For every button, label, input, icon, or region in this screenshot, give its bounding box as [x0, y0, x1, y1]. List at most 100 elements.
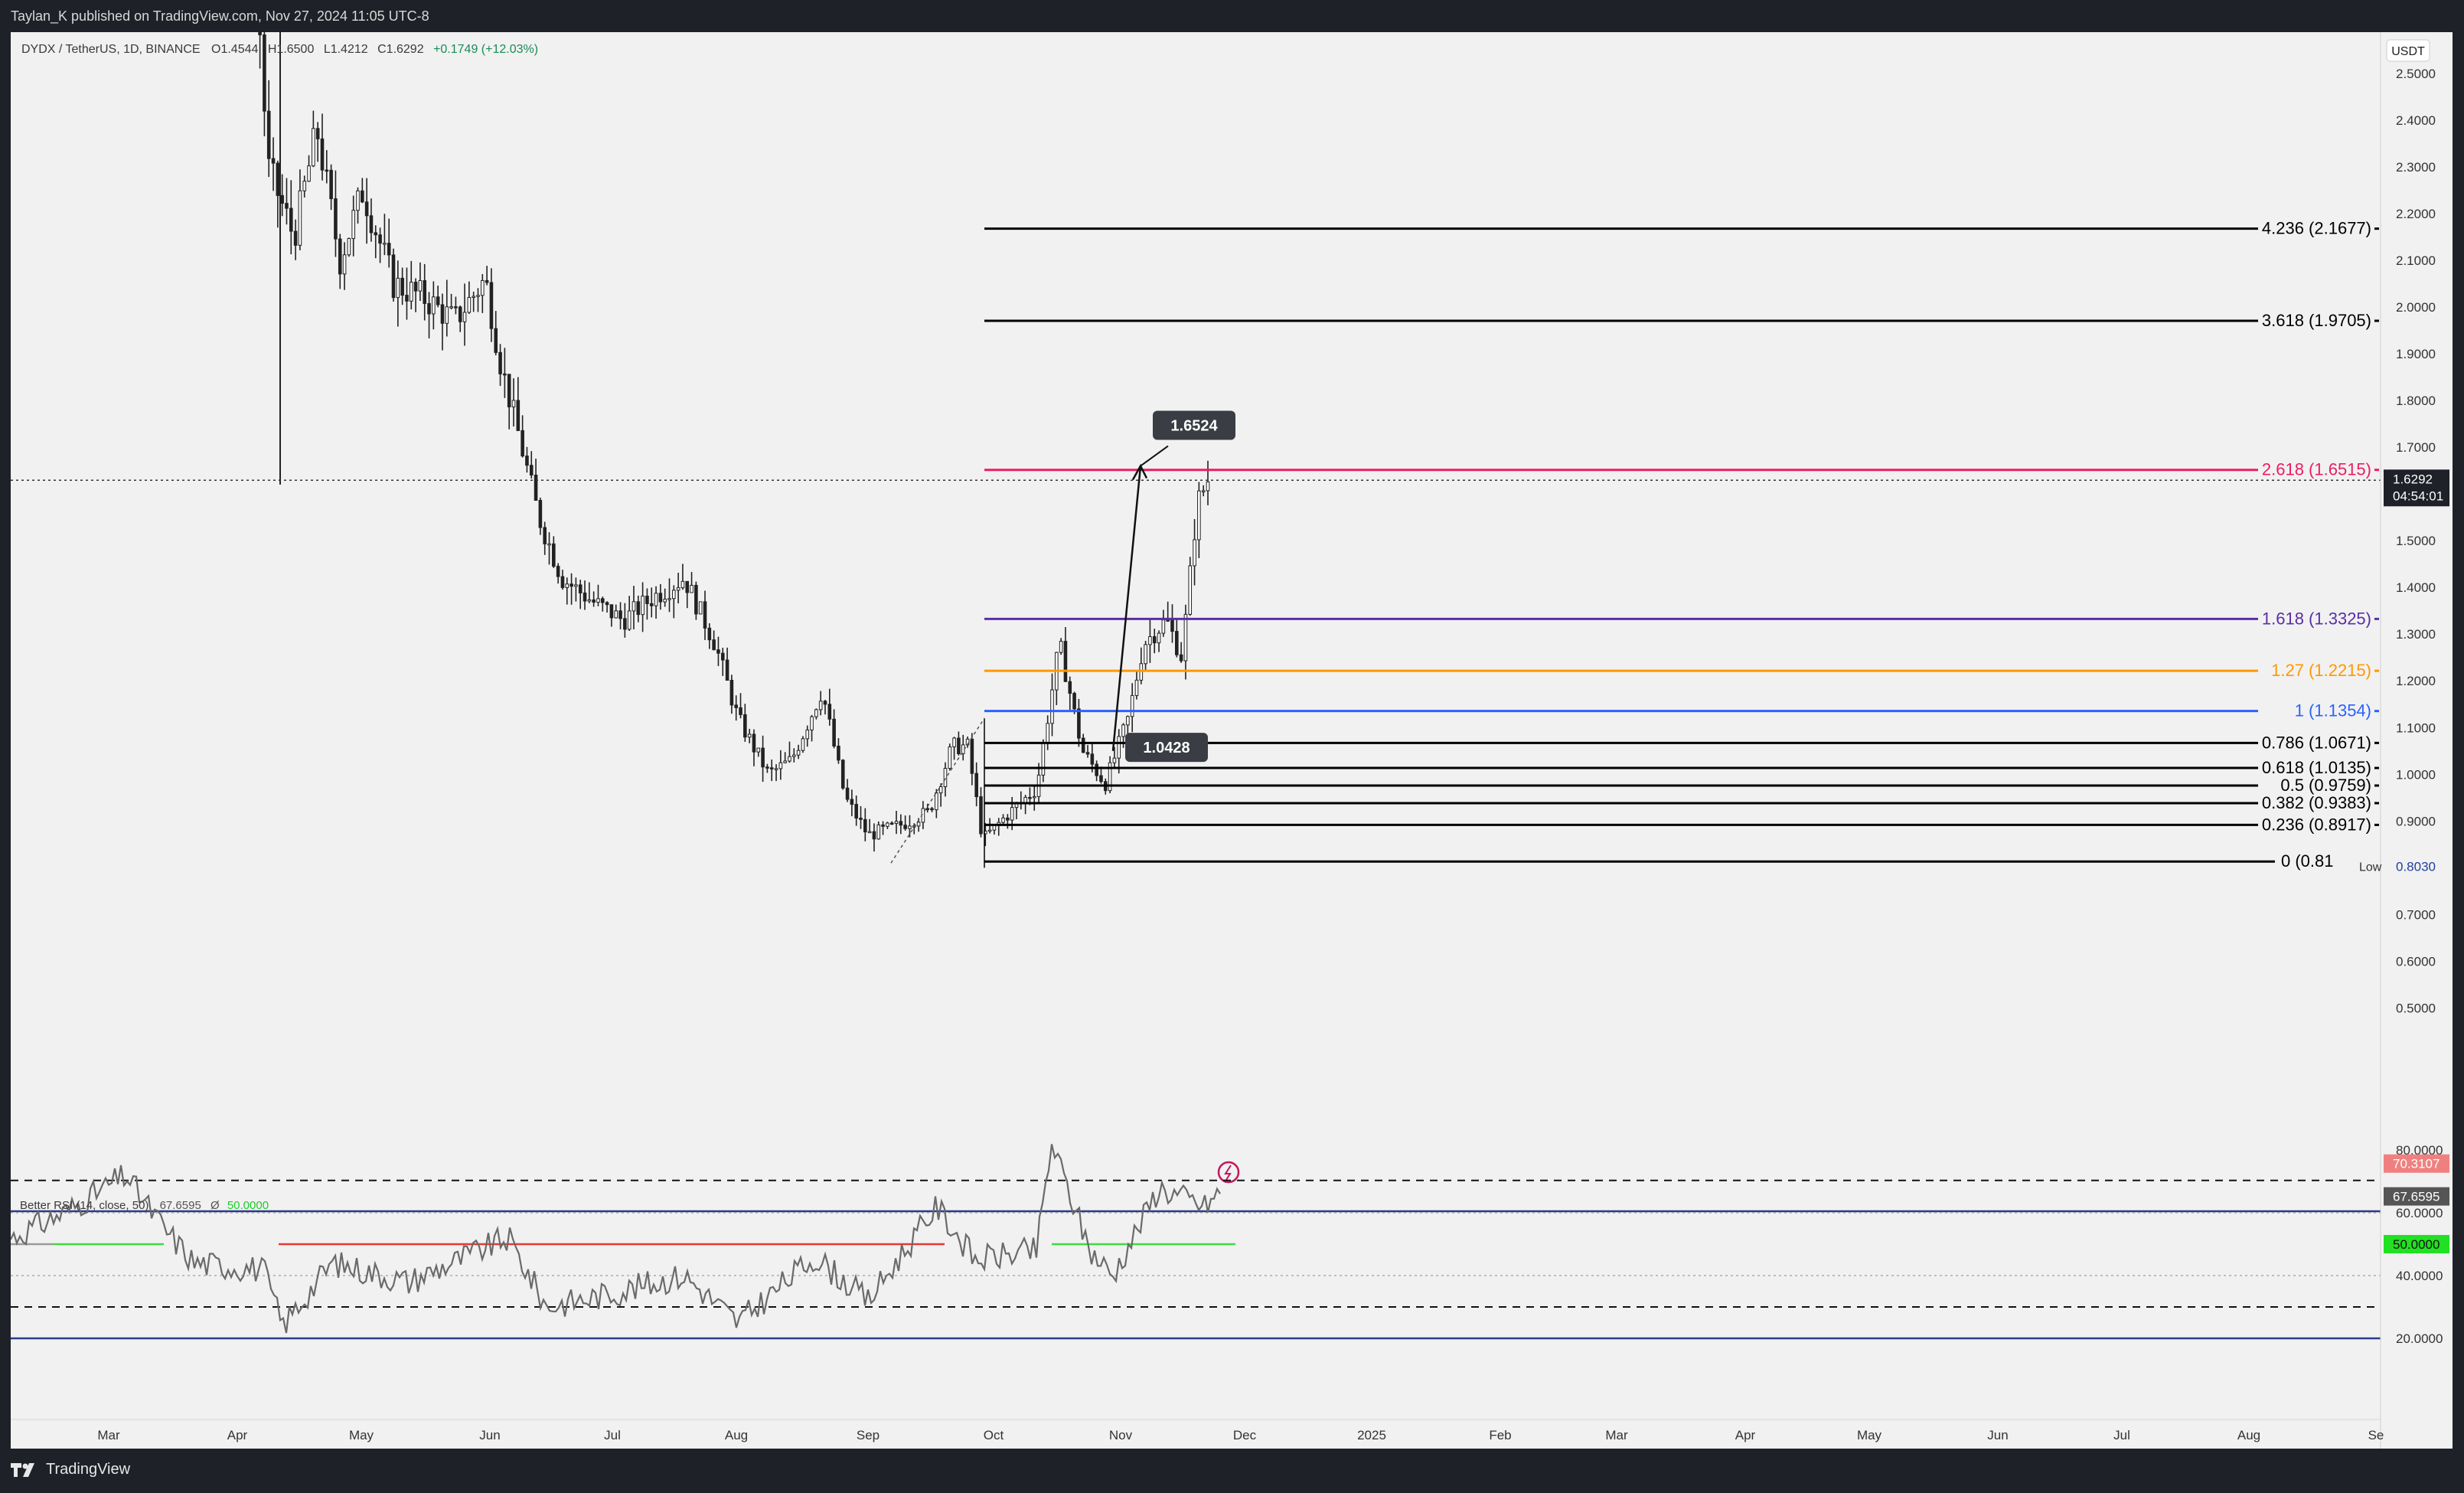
tradingview-logo[interactable]: TradingView	[11, 1461, 130, 1478]
price-tick-label: 1.4000	[2396, 580, 2436, 595]
candle-body	[440, 304, 445, 324]
candle-body	[707, 627, 712, 641]
candle-body	[654, 593, 658, 606]
candle-body	[1032, 796, 1036, 799]
chart-area[interactable]: 4.236 (2.1677) 3.618 (1.9705) 2.618 (1.651…	[11, 32, 2453, 1449]
candle-body	[1063, 641, 1068, 682]
ohlc-high: H1.6500	[268, 43, 315, 56]
candle-body	[867, 831, 872, 834]
price-chart-svg[interactable]: 4.236 (2.1677) 3.618 (1.9705) 2.618 (1.651…	[11, 32, 2453, 1449]
candle-body	[979, 796, 983, 835]
candle-body	[285, 203, 289, 209]
fib-level-label: 1.27 (1.2215)	[2271, 661, 2371, 680]
annotations[interactable]: 1.6524 1.0428	[1111, 410, 1240, 1184]
event-icon	[1217, 1161, 1240, 1184]
candle-body	[908, 825, 912, 829]
peak-callout-box	[1153, 410, 1235, 440]
candle-body	[840, 760, 845, 789]
price-tick-label: 1.2000	[2396, 674, 2436, 688]
candle-body	[876, 824, 881, 840]
candle-body	[872, 831, 876, 840]
rsi-tick-label: 80.0000	[2396, 1143, 2443, 1158]
candle-body	[374, 232, 378, 236]
candle-body	[312, 128, 315, 167]
candle-body	[1046, 723, 1049, 744]
candle-body	[729, 680, 734, 706]
candle-body	[1157, 632, 1161, 644]
candle-body	[511, 400, 516, 407]
time-tick-label: Nov	[1109, 1428, 1133, 1442]
symbol-name: DYDX / TetherUS, 1D, BINANCE	[21, 43, 201, 56]
candle-body	[952, 737, 956, 748]
candle-body	[1188, 565, 1193, 615]
candle-body	[1117, 736, 1121, 759]
candle-body	[423, 280, 427, 304]
candle-body	[823, 701, 827, 705]
tradingview-logo-icon	[11, 1462, 34, 1477]
candle-body	[765, 766, 769, 769]
fib-level-label: 0.236 (0.8917)	[2262, 815, 2371, 834]
candle-body	[436, 296, 440, 305]
candle-body	[525, 456, 529, 466]
candle-body	[649, 603, 654, 606]
candle-body	[810, 716, 814, 730]
time-tick-label: May	[1857, 1428, 1882, 1442]
candle-body	[1006, 817, 1010, 821]
candle-body	[987, 829, 992, 832]
candle-body	[641, 596, 645, 616]
candle-body	[712, 639, 716, 651]
candle-body	[827, 704, 832, 720]
candle-body	[645, 596, 649, 604]
rsi-mid-badge-text: 50.0000	[2393, 1237, 2440, 1252]
publish-info: Taylan_K published on TradingView.com, N…	[11, 8, 429, 24]
candle-body	[578, 584, 583, 593]
candle-body	[574, 584, 578, 587]
candle-body	[783, 760, 787, 763]
candle-body	[458, 306, 462, 322]
rsi-tick-label: 60.0000	[2396, 1206, 2443, 1220]
candle-body	[1023, 796, 1027, 803]
candle-body	[725, 659, 729, 681]
candle-body	[1193, 539, 1196, 567]
fib-extension[interactable]: 4.236 (2.1677) 3.618 (1.9705) 2.618 (1.651…	[890, 219, 2379, 871]
price-tick-label: 1.5000	[2396, 534, 2436, 548]
candle-body	[663, 599, 667, 603]
candle-body	[761, 747, 765, 768]
current-price-text: 1.6292	[2393, 472, 2433, 486]
rsi-pane[interactable]	[11, 1144, 2381, 1340]
candle-body	[720, 652, 725, 661]
candle-body	[472, 296, 475, 299]
candle-body	[605, 602, 609, 606]
candle-body	[676, 587, 680, 591]
candle-body	[1152, 635, 1157, 644]
ohlc-open: O1.4544	[211, 43, 258, 56]
candle-body	[258, 32, 262, 36]
fib-level-label: 0.618 (1.0135)	[2262, 758, 2371, 777]
price-tick-label: 2.3000	[2396, 160, 2436, 175]
time-tick-label: Jul	[2113, 1428, 2130, 1442]
candle-body	[400, 277, 404, 296]
price-tick-label: 1.9000	[2396, 347, 2436, 361]
candle-body	[974, 773, 978, 798]
time-tick-label: Apr	[1735, 1428, 1756, 1442]
candle-body	[378, 234, 382, 244]
time-axis[interactable]: Mar Apr May Jun Jul Aug Sep Oct Nov Dec 2025 Feb Mar…	[11, 1419, 2384, 1442]
rsi-mid-badge	[2384, 1235, 2449, 1253]
candle-body	[1206, 481, 1210, 492]
candle-body	[623, 618, 627, 630]
candle-body	[489, 282, 494, 329]
candle-body	[592, 599, 596, 603]
candle-body	[863, 818, 867, 833]
candle-body	[685, 580, 690, 593]
candle-body	[596, 598, 600, 603]
candle-body	[1090, 753, 1095, 765]
candle-body	[521, 430, 524, 457]
candle-body	[271, 158, 276, 164]
price-axis[interactable]: 2.80002.70002.60002.50002.40002.30002.20…	[2359, 32, 2449, 1449]
candle-body	[315, 128, 320, 139]
candle-body	[547, 543, 551, 546]
candle-body	[418, 280, 423, 292]
candle-body	[565, 583, 569, 588]
fib-level-label: 2.618 (1.6515)	[2262, 460, 2371, 479]
candle-body	[716, 649, 720, 654]
